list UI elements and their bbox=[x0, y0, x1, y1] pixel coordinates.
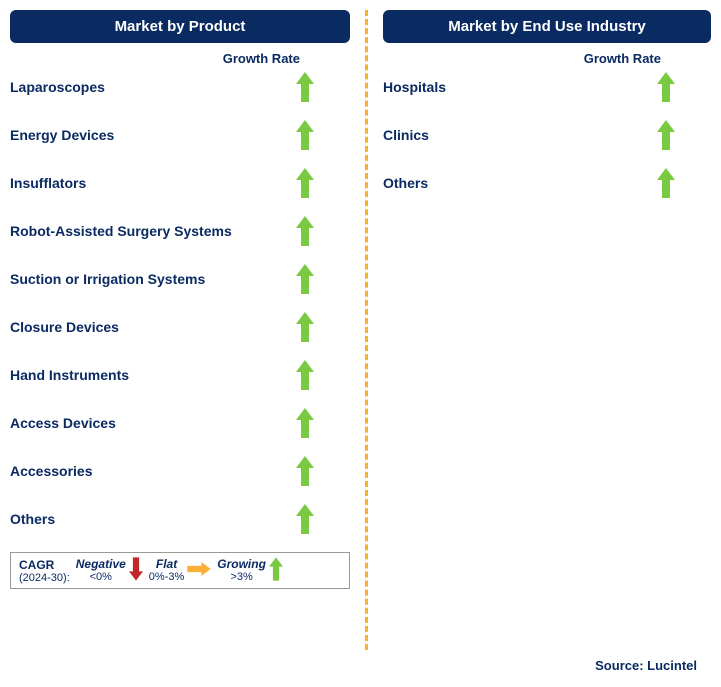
arrow-up-icon bbox=[296, 456, 314, 486]
arrow-up-icon bbox=[296, 216, 314, 246]
legend-range: <0% bbox=[90, 571, 112, 583]
item-label: Accessories bbox=[10, 462, 260, 480]
arrow-up-icon bbox=[296, 264, 314, 294]
right-rows: Hospitals Clinics Others bbox=[383, 72, 711, 198]
growth-arrow bbox=[260, 360, 350, 390]
list-item: Access Devices bbox=[10, 408, 350, 438]
legend-range: >3% bbox=[230, 571, 252, 583]
legend-name: Flat bbox=[156, 558, 177, 571]
growth-arrow bbox=[260, 72, 350, 102]
legend-title: CAGR bbox=[19, 558, 70, 572]
legend-entry: Growing>3% bbox=[217, 557, 283, 584]
item-label: Closure Devices bbox=[10, 318, 260, 336]
growth-arrow bbox=[260, 264, 350, 294]
list-item: Insufflators bbox=[10, 168, 350, 198]
growth-arrow bbox=[621, 72, 711, 102]
arrow-right-icon bbox=[187, 562, 211, 576]
legend-name: Negative bbox=[76, 558, 126, 571]
arrow-up-icon bbox=[657, 120, 675, 150]
legend-text: Growing>3% bbox=[217, 558, 266, 583]
list-item: Hand Instruments bbox=[10, 360, 350, 390]
list-item: Hospitals bbox=[383, 72, 711, 102]
arrow-up-icon bbox=[296, 504, 314, 534]
list-item: Accessories bbox=[10, 456, 350, 486]
list-item: Suction or Irrigation Systems bbox=[10, 264, 350, 294]
item-label: Laparoscopes bbox=[10, 78, 260, 96]
growth-arrow bbox=[260, 120, 350, 150]
legend-subtitle: (2024-30): bbox=[19, 572, 70, 584]
arrow-up-icon bbox=[657, 72, 675, 102]
growth-arrow bbox=[260, 456, 350, 486]
item-label: Energy Devices bbox=[10, 126, 260, 144]
legend-arrow bbox=[269, 557, 283, 584]
legend-name: Growing bbox=[217, 558, 266, 571]
right-column: Market by End Use Industry Growth Rate H… bbox=[368, 10, 711, 650]
item-label: Clinics bbox=[383, 126, 621, 144]
arrow-up-icon bbox=[296, 120, 314, 150]
list-item: Others bbox=[383, 168, 711, 198]
right-title: Market by End Use Industry bbox=[383, 10, 711, 43]
item-label: Insufflators bbox=[10, 174, 260, 192]
legend-entries: Negative<0% Flat0%-3% Growing>3% bbox=[76, 557, 283, 584]
item-label: Others bbox=[10, 510, 260, 528]
list-item: Others bbox=[10, 504, 350, 534]
left-title: Market by Product bbox=[10, 10, 350, 43]
growth-arrow bbox=[260, 504, 350, 534]
item-label: Others bbox=[383, 174, 621, 192]
growth-arrow bbox=[260, 312, 350, 342]
growth-arrow bbox=[621, 168, 711, 198]
legend-arrow bbox=[129, 557, 143, 584]
arrow-up-icon bbox=[296, 408, 314, 438]
chart-columns: Market by Product Growth Rate Laparoscop… bbox=[10, 10, 711, 650]
list-item: Robot-Assisted Surgery Systems bbox=[10, 216, 350, 246]
legend-range: 0%-3% bbox=[149, 571, 184, 583]
legend-arrow bbox=[187, 562, 211, 579]
arrow-up-icon bbox=[269, 557, 283, 581]
item-label: Robot-Assisted Surgery Systems bbox=[10, 222, 260, 240]
item-label: Suction or Irrigation Systems bbox=[10, 270, 260, 288]
left-rows: Laparoscopes Energy Devices Insufflators… bbox=[10, 72, 350, 534]
list-item: Laparoscopes bbox=[10, 72, 350, 102]
growth-arrow bbox=[260, 216, 350, 246]
source-text: Source: Lucintel bbox=[595, 658, 697, 673]
legend-text: Negative<0% bbox=[76, 558, 126, 583]
growth-arrow bbox=[260, 168, 350, 198]
legend-entry: Flat0%-3% bbox=[149, 558, 211, 583]
legend: CAGR (2024-30): Negative<0% Flat0%-3% Gr… bbox=[10, 552, 350, 589]
list-item: Energy Devices bbox=[10, 120, 350, 150]
arrow-up-icon bbox=[296, 72, 314, 102]
arrow-up-icon bbox=[657, 168, 675, 198]
right-growth-header: Growth Rate bbox=[383, 51, 711, 66]
item-label: Access Devices bbox=[10, 414, 260, 432]
list-item: Clinics bbox=[383, 120, 711, 150]
arrow-down-icon bbox=[129, 557, 143, 581]
list-item: Closure Devices bbox=[10, 312, 350, 342]
growth-arrow bbox=[621, 120, 711, 150]
item-label: Hand Instruments bbox=[10, 366, 260, 384]
legend-title-block: CAGR (2024-30): bbox=[19, 558, 70, 584]
legend-text: Flat0%-3% bbox=[149, 558, 184, 583]
arrow-up-icon bbox=[296, 168, 314, 198]
legend-entry: Negative<0% bbox=[76, 557, 143, 584]
arrow-up-icon bbox=[296, 360, 314, 390]
left-growth-header: Growth Rate bbox=[10, 51, 350, 66]
item-label: Hospitals bbox=[383, 78, 621, 96]
arrow-up-icon bbox=[296, 312, 314, 342]
growth-arrow bbox=[260, 408, 350, 438]
left-column: Market by Product Growth Rate Laparoscop… bbox=[10, 10, 365, 650]
